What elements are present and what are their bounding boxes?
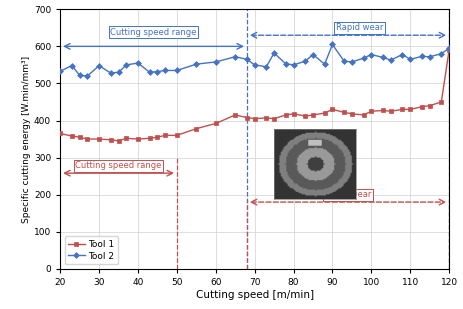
Tool 2 <box>252 63 257 67</box>
Tool 2 <box>194 62 199 66</box>
Tool 1 <box>77 135 82 139</box>
Tool 1 <box>85 137 90 141</box>
Tool 2 <box>85 74 90 78</box>
Tool 2 <box>283 62 288 66</box>
Tool 2 <box>407 57 413 61</box>
Tool 1 <box>310 113 316 117</box>
Tool 1 <box>108 138 113 142</box>
Tool 2 <box>213 60 219 64</box>
Tool 2 <box>69 64 75 67</box>
Tool 2 <box>310 53 316 56</box>
Tool 2 <box>244 57 250 61</box>
Tool 1 <box>244 116 250 119</box>
Tool 1 <box>124 137 129 140</box>
Text: Rapid wear: Rapid wear <box>336 23 383 32</box>
Tool 1 <box>438 100 444 104</box>
Tool 1 <box>419 105 425 109</box>
Tool 2 <box>271 51 277 55</box>
Tool 1 <box>341 111 347 114</box>
Tool 1 <box>271 117 277 121</box>
Tool 1 <box>388 109 394 113</box>
Tool 1 <box>252 117 257 121</box>
Tool 1 <box>330 108 335 111</box>
Tool 1 <box>349 112 355 116</box>
Text: Cutting speed range: Cutting speed range <box>75 161 162 170</box>
Tool 1 <box>69 134 75 138</box>
Tool 2 <box>57 69 63 73</box>
Tool 2 <box>400 53 405 56</box>
Tool 2 <box>330 43 335 46</box>
Tool 2 <box>232 55 238 59</box>
Tool 2 <box>361 56 366 60</box>
Tool 2 <box>369 53 374 56</box>
Tool 2 <box>302 59 308 63</box>
Tool 1 <box>96 137 102 141</box>
Text: Rapid wear: Rapid wear <box>324 190 372 199</box>
Tool 1 <box>155 135 160 139</box>
Tool 2 <box>174 69 180 72</box>
Tool 2 <box>380 56 386 59</box>
Tool 2 <box>147 70 152 74</box>
Tool 1 <box>163 133 168 137</box>
Tool 2 <box>438 52 444 56</box>
Tool 1 <box>302 114 308 118</box>
Tool 2 <box>349 60 355 64</box>
Tool 1 <box>283 113 288 117</box>
Tool 1 <box>322 111 327 115</box>
Tool 1 <box>194 127 199 130</box>
Tool 1 <box>116 139 121 143</box>
Tool 2 <box>263 65 269 69</box>
Tool 1 <box>446 48 452 52</box>
Tool 2 <box>419 54 425 58</box>
X-axis label: Cutting speed [m/min]: Cutting speed [m/min] <box>195 290 314 300</box>
Tool 2 <box>322 62 327 66</box>
Tool 2 <box>124 63 129 67</box>
Tool 1 <box>174 133 180 137</box>
Tool 2 <box>446 46 452 50</box>
Tool 1 <box>400 108 405 111</box>
Tool 1 <box>263 116 269 120</box>
Tool 1 <box>147 137 152 140</box>
Tool 2 <box>163 69 168 72</box>
Tool 1 <box>135 137 141 141</box>
Tool 2 <box>135 61 141 65</box>
Tool 2 <box>116 70 121 74</box>
Tool 2 <box>291 63 296 67</box>
Line: Tool 2: Tool 2 <box>58 42 451 78</box>
Line: Tool 1: Tool 1 <box>58 48 451 143</box>
Tool 1 <box>407 108 413 111</box>
Tool 2 <box>427 55 432 59</box>
Tool 1 <box>232 113 238 117</box>
Tool 1 <box>369 109 374 113</box>
Tool 2 <box>155 70 160 74</box>
Tool 1 <box>380 109 386 112</box>
Tool 1 <box>291 112 296 116</box>
Tool 1 <box>213 122 219 125</box>
Tool 2 <box>77 74 82 77</box>
Tool 2 <box>96 64 102 67</box>
Tool 1 <box>361 113 366 117</box>
Tool 2 <box>388 58 394 62</box>
Text: Cutting speed range: Cutting speed range <box>110 28 197 37</box>
Tool 1 <box>427 104 432 108</box>
Tool 1 <box>57 132 63 135</box>
Legend: Tool 1, Tool 2: Tool 1, Tool 2 <box>65 236 118 264</box>
Tool 2 <box>341 59 347 63</box>
Y-axis label: Specific cutting energy [W.min/mm³]: Specific cutting energy [W.min/mm³] <box>22 56 31 222</box>
Tool 2 <box>108 71 113 75</box>
